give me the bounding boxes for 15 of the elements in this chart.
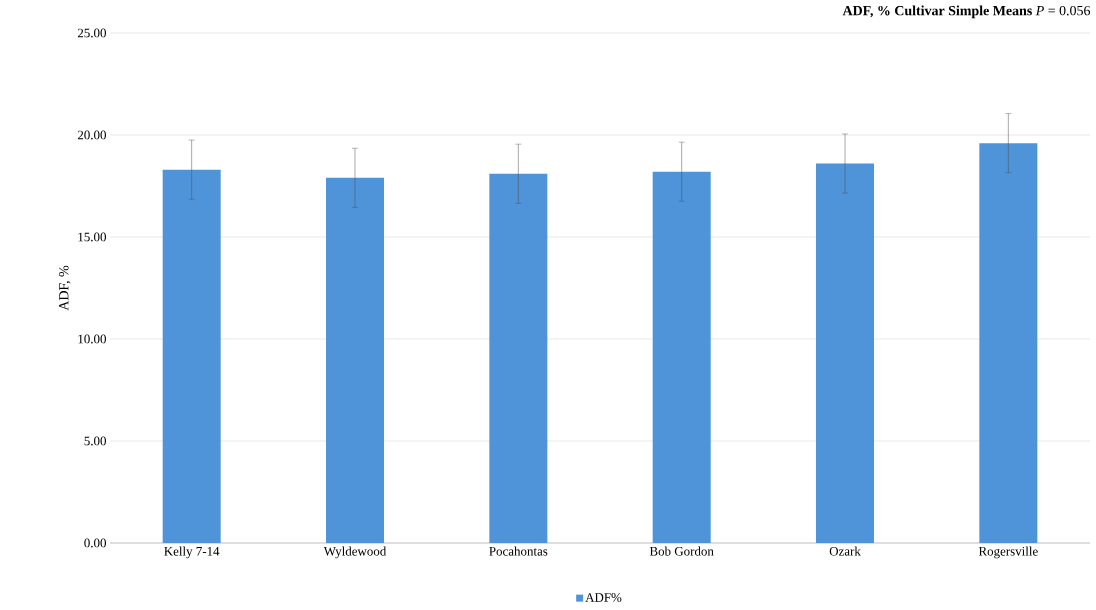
- y-tick-label: 0.00: [84, 538, 106, 548]
- x-tick-label: Kelly 7-14: [164, 546, 220, 559]
- y-tick-label: 5.00: [84, 436, 106, 446]
- y-tick-label: 25.00: [77, 28, 106, 38]
- y-tick-label: 20.00: [77, 130, 106, 140]
- x-tick-label: Ozark: [829, 546, 861, 556]
- x-tick-label: Pocahontas: [489, 546, 548, 556]
- x-tick-label: Rogersville: [978, 546, 1038, 559]
- legend-label: ADF%: [585, 593, 622, 602]
- chart-title: ADF, % Cultivar Simple Means P = 0.056: [842, 5, 1091, 19]
- y-tick-label: 15.00: [78, 232, 106, 242]
- x-tick-label: Wyldewood: [323, 546, 387, 559]
- y-axis-title: ADF, %: [59, 265, 71, 311]
- x-tick-label: Bob Gordon: [649, 546, 714, 556]
- y-tick-label: 10.00: [78, 334, 106, 344]
